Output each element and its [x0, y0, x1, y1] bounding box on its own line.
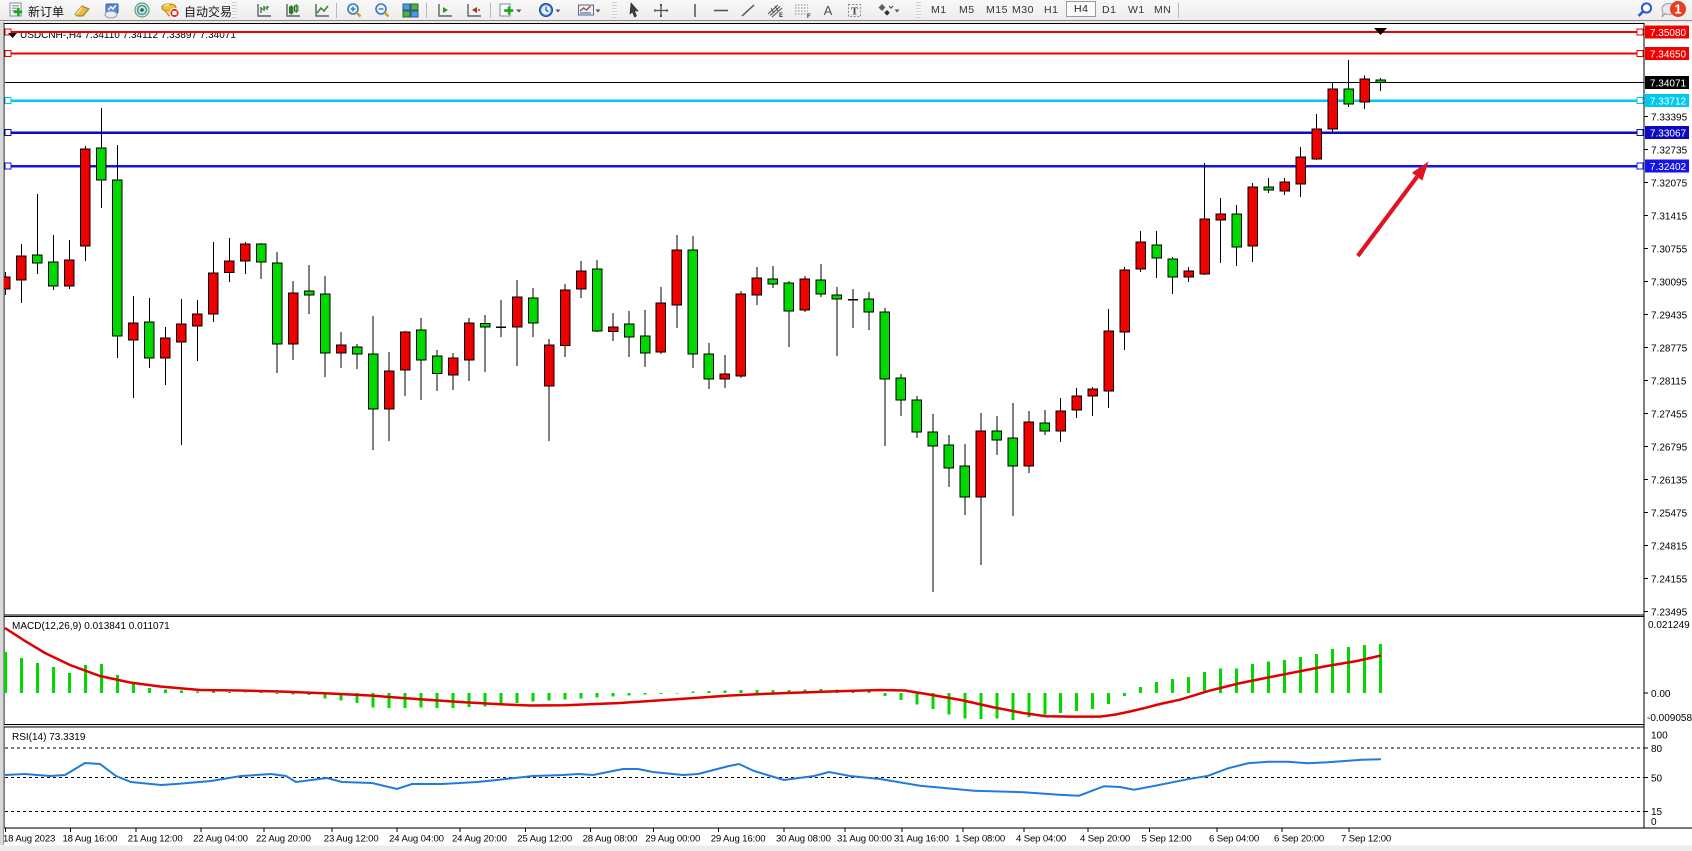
- svg-text:7.32075: 7.32075: [1651, 178, 1688, 189]
- svg-text:7.25475: 7.25475: [1651, 508, 1688, 519]
- svg-text:7.26795: 7.26795: [1651, 442, 1688, 453]
- svg-text:18 Aug 16:00: 18 Aug 16:00: [63, 834, 118, 845]
- svg-text:30 Aug 08:00: 30 Aug 08:00: [776, 834, 831, 845]
- svg-text:22 Aug 20:00: 22 Aug 20:00: [256, 834, 311, 845]
- svg-text:0: 0: [1651, 817, 1657, 828]
- svg-text:7.28775: 7.28775: [1651, 343, 1688, 354]
- svg-text:7.32735: 7.32735: [1651, 145, 1688, 156]
- svg-text:7.33712: 7.33712: [1650, 97, 1687, 108]
- svg-text:7.35080: 7.35080: [1650, 28, 1687, 39]
- svg-text:18 Aug 2023: 18 Aug 2023: [3, 834, 55, 845]
- svg-text:7.29435: 7.29435: [1651, 310, 1688, 321]
- svg-text:RSI(14) 73.3319: RSI(14) 73.3319: [12, 732, 86, 743]
- svg-text:31 Aug 16:00: 31 Aug 16:00: [894, 834, 949, 845]
- svg-text:7.30755: 7.30755: [1651, 244, 1688, 255]
- svg-text:7.33395: 7.33395: [1651, 112, 1688, 123]
- svg-text:7.26135: 7.26135: [1651, 475, 1688, 486]
- svg-text:A: A: [824, 3, 833, 18]
- svg-text:29 Aug 00:00: 29 Aug 00:00: [645, 834, 700, 845]
- svg-text:7.24155: 7.24155: [1651, 574, 1688, 585]
- svg-text:7.34650: 7.34650: [1650, 50, 1687, 61]
- svg-text:7.31415: 7.31415: [1651, 211, 1688, 222]
- svg-text:15: 15: [1651, 807, 1663, 818]
- svg-text:24 Aug 04:00: 24 Aug 04:00: [389, 834, 444, 845]
- svg-text:6 Sep 20:00: 6 Sep 20:00: [1274, 834, 1324, 845]
- svg-text:4 Sep 04:00: 4 Sep 04:00: [1016, 834, 1066, 845]
- svg-text:24 Aug 20:00: 24 Aug 20:00: [452, 834, 507, 845]
- svg-text:7.27455: 7.27455: [1651, 409, 1688, 420]
- svg-text:USDCNH-,H4 7.34110 7.34112 7.: USDCNH-,H4 7.34110 7.34112 7.33897 7.340…: [20, 30, 236, 41]
- svg-text:7 Sep 12:00: 7 Sep 12:00: [1341, 834, 1391, 845]
- svg-text:28 Aug 08:00: 28 Aug 08:00: [583, 834, 638, 845]
- svg-text:7.30095: 7.30095: [1651, 277, 1688, 288]
- svg-text:1 Sep 08:00: 1 Sep 08:00: [955, 834, 1005, 845]
- svg-text:7.34071: 7.34071: [1650, 79, 1687, 90]
- svg-text:7.33067: 7.33067: [1650, 129, 1687, 140]
- svg-text:7.24815: 7.24815: [1651, 541, 1688, 552]
- svg-text:7.32402: 7.32402: [1650, 162, 1687, 173]
- svg-text:F: F: [807, 14, 811, 19]
- svg-text:22 Aug 04:00: 22 Aug 04:00: [193, 834, 248, 845]
- svg-text:7.28115: 7.28115: [1651, 376, 1687, 387]
- svg-text:1: 1: [1674, 1, 1681, 16]
- svg-text:6 Sep 04:00: 6 Sep 04:00: [1209, 834, 1259, 845]
- svg-text:0.00: 0.00: [1651, 689, 1671, 700]
- svg-text:0.021249: 0.021249: [1648, 620, 1690, 631]
- svg-text:29 Aug 16:00: 29 Aug 16:00: [711, 834, 766, 845]
- svg-text:T: T: [851, 6, 859, 18]
- svg-text:-0.009058: -0.009058: [1647, 713, 1692, 724]
- svg-text:31 Aug 00:00: 31 Aug 00:00: [837, 834, 892, 845]
- svg-text:50: 50: [1651, 774, 1663, 785]
- svg-text:100: 100: [1651, 731, 1668, 742]
- svg-text:80: 80: [1651, 744, 1663, 755]
- svg-text:E: E: [779, 13, 783, 19]
- svg-text:5 Sep 12:00: 5 Sep 12:00: [1142, 834, 1192, 845]
- svg-text:4 Sep 20:00: 4 Sep 20:00: [1080, 834, 1130, 845]
- svg-text:MACD(12,26,9) 0.013841 0.01107: MACD(12,26,9) 0.013841 0.011071: [12, 621, 170, 632]
- svg-text:23 Aug 12:00: 23 Aug 12:00: [324, 834, 379, 845]
- svg-text:7.23495: 7.23495: [1651, 607, 1688, 618]
- svg-text:21 Aug 12:00: 21 Aug 12:00: [128, 834, 183, 845]
- svg-text:25 Aug 12:00: 25 Aug 12:00: [517, 834, 572, 845]
